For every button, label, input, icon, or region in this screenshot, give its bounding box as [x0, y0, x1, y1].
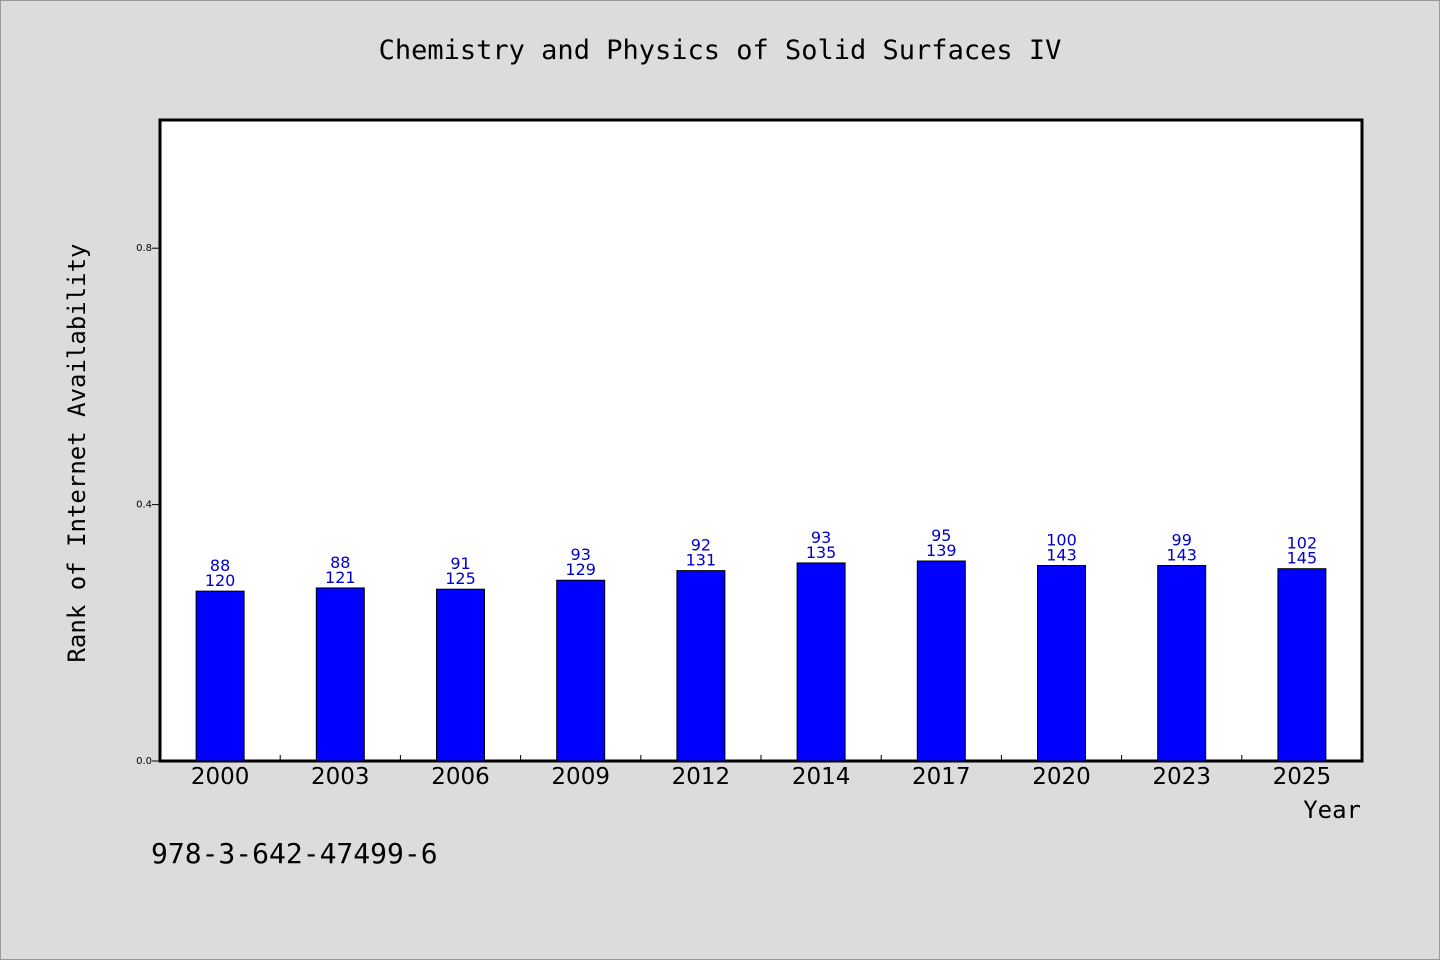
bar — [916, 560, 966, 762]
bar-label-top: 92 — [691, 536, 711, 555]
bar — [436, 588, 485, 762]
y-axis-ticks: 0.0 0.4 0.8 — [136, 243, 160, 767]
x-tick-label: 2003 — [311, 764, 370, 790]
x-axis-label: Year — [1303, 796, 1361, 824]
bar-label-top: 100 — [1046, 530, 1077, 549]
bar-label-bottom: 129 — [565, 560, 596, 579]
bar-label-bottom: 145 — [1287, 549, 1318, 568]
bar — [1157, 564, 1207, 762]
bar-label-top: 93 — [571, 545, 591, 564]
bar — [1277, 568, 1327, 762]
bar — [796, 562, 846, 762]
bar-label-top: 88 — [330, 553, 350, 572]
bar-label-top: 99 — [1172, 530, 1192, 549]
bar-label-bottom: 120 — [205, 571, 236, 590]
x-tick-label: 2006 — [431, 764, 490, 790]
bar-label-top: 93 — [811, 528, 831, 547]
x-tick-label: 2000 — [191, 764, 250, 790]
y-tick-label: 0.8 — [136, 243, 152, 254]
chart-title: Chemistry and Physics of Solid Surfaces … — [378, 35, 1062, 66]
isbn-label: 978-3-642-47499-6 — [151, 837, 438, 870]
bar-label-bottom: 131 — [686, 551, 717, 570]
bar — [1037, 564, 1086, 762]
bar — [315, 587, 365, 762]
bar-label-top: 95 — [931, 526, 951, 545]
bar — [676, 570, 726, 762]
x-tick-label: 2025 — [1273, 764, 1332, 790]
y-tick-label: 0.4 — [136, 500, 152, 511]
bar-label-bottom: 139 — [926, 541, 957, 560]
bar-label-top: 102 — [1287, 534, 1318, 553]
x-axis-ticks: 2000 2003 2006 2009 2012 2014 2017 2020 2023 2025 — [191, 755, 1331, 790]
x-tick-label: 2014 — [792, 764, 851, 790]
x-tick-label: 2020 — [1032, 764, 1091, 790]
y-tick-label: 0.0 — [136, 756, 152, 767]
bar-label-bottom: 143 — [1166, 545, 1197, 564]
bar-label-bottom: 143 — [1046, 545, 1077, 564]
bar-label-top: 91 — [450, 554, 470, 573]
bar-label-bottom: 125 — [445, 569, 476, 588]
x-tick-label: 2009 — [551, 764, 610, 790]
bar — [556, 579, 606, 762]
bar-labels: 8812088121911259312992131931359513910014… — [205, 526, 1317, 590]
x-tick-label: 2023 — [1152, 764, 1211, 790]
bars — [195, 560, 1327, 762]
x-tick-label: 2012 — [672, 764, 731, 790]
bar-label-top: 88 — [210, 556, 230, 575]
bar-label-bottom: 135 — [806, 543, 837, 562]
bar-label-bottom: 121 — [325, 568, 356, 587]
x-tick-label: 2017 — [912, 764, 971, 790]
bar — [195, 590, 245, 762]
y-axis-label: Rank of Internet Availability — [63, 243, 91, 662]
